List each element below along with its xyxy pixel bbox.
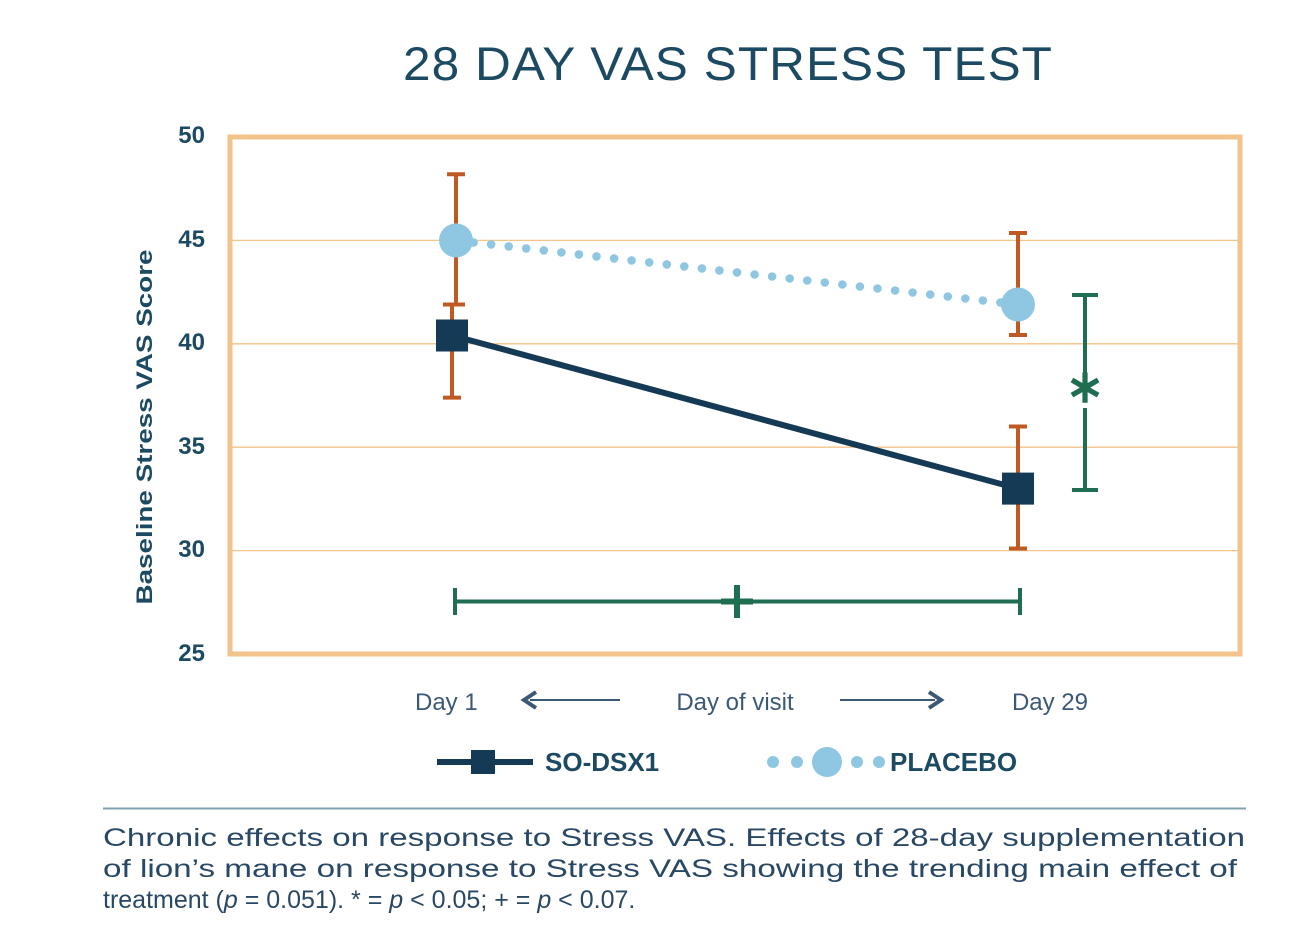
svg-text:Day of visit: Day of visit	[676, 689, 794, 716]
svg-text:Chronic effects on response to: Chronic effects on response to Stress VA…	[103, 824, 1245, 852]
svg-text:25: 25	[178, 640, 205, 667]
svg-text:∗: ∗	[1066, 360, 1105, 412]
svg-text:35: 35	[178, 433, 205, 460]
svg-text:Day 29: Day 29	[1012, 689, 1088, 716]
svg-text:30: 30	[178, 536, 205, 563]
svg-text:PLACEBO: PLACEBO	[890, 747, 1017, 777]
svg-text:treatment (p = 0.051). * = p <: treatment (p = 0.051). * = p < 0.05; + =…	[103, 886, 635, 914]
svg-text:Baseline Stress VAS Score: Baseline Stress VAS Score	[132, 250, 157, 605]
svg-text:45: 45	[178, 226, 205, 253]
svg-text:28 DAY VAS STRESS TEST: 28 DAY VAS STRESS TEST	[403, 37, 1053, 90]
svg-text:SO-DSX1: SO-DSX1	[545, 747, 659, 777]
svg-text:40: 40	[178, 329, 205, 356]
svg-text:Day 1: Day 1	[415, 689, 478, 716]
svg-text:50: 50	[178, 122, 205, 149]
svg-text:of lion’s mane on response to: of lion’s mane on response to Stress VAS…	[103, 855, 1237, 883]
